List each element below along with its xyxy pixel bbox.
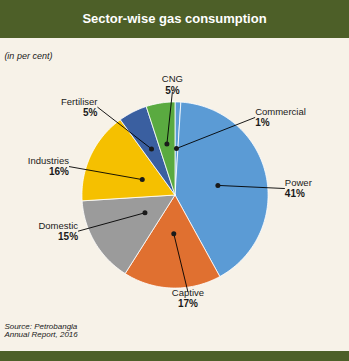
svg-text:5%: 5% bbox=[83, 107, 98, 118]
svg-text:5%: 5% bbox=[165, 85, 180, 96]
svg-text:Domestic: Domestic bbox=[38, 220, 78, 231]
svg-text:17%: 17% bbox=[178, 298, 198, 309]
svg-text:16%: 16% bbox=[49, 166, 69, 177]
svg-text:CNG: CNG bbox=[162, 73, 183, 84]
svg-text:(in per cent): (in per cent) bbox=[4, 51, 52, 61]
svg-text:Captive: Captive bbox=[172, 287, 204, 298]
html-text:Sector-wise gas consumption: Sector-wise gas consumption bbox=[82, 11, 267, 26]
svg-text:Power: Power bbox=[285, 177, 312, 188]
svg-text:Source: PetrobanglaAnnual Repo: Source: PetrobanglaAnnual Report, 2016 bbox=[3, 322, 78, 339]
svg-text:41%: 41% bbox=[285, 188, 305, 199]
svg-text:Commercial: Commercial bbox=[255, 106, 306, 117]
svg-text:15%: 15% bbox=[58, 231, 78, 242]
svg-text:1%: 1% bbox=[255, 117, 270, 128]
svg-text:Fertiliser: Fertiliser bbox=[61, 96, 97, 107]
svg-text:Industries: Industries bbox=[28, 155, 69, 166]
